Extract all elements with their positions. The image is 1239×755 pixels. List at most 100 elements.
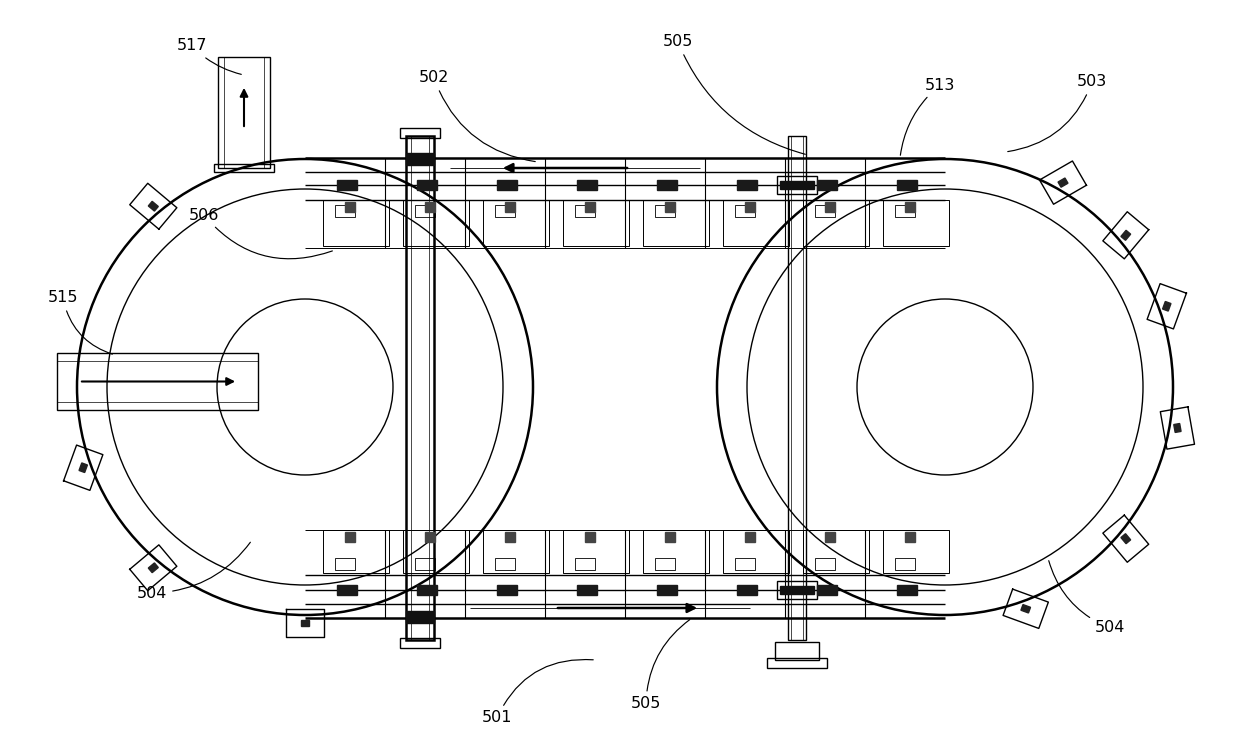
- Bar: [564, 530, 629, 573]
- Text: 517: 517: [177, 39, 242, 74]
- Bar: [643, 530, 709, 573]
- Bar: [657, 585, 676, 595]
- Polygon shape: [1121, 230, 1131, 240]
- Bar: [497, 585, 517, 595]
- Bar: [665, 532, 674, 542]
- Bar: [825, 202, 835, 212]
- Bar: [817, 585, 838, 595]
- Bar: [724, 530, 789, 573]
- Bar: [577, 585, 597, 595]
- Text: 515: 515: [48, 291, 113, 354]
- Bar: [776, 642, 819, 660]
- Bar: [883, 200, 949, 246]
- Polygon shape: [79, 463, 88, 473]
- Bar: [825, 532, 835, 542]
- Text: 502: 502: [419, 70, 535, 162]
- Bar: [817, 180, 838, 190]
- Bar: [803, 530, 869, 573]
- Polygon shape: [1173, 424, 1181, 433]
- Bar: [415, 205, 435, 217]
- Bar: [497, 180, 517, 190]
- Bar: [788, 136, 807, 640]
- Bar: [404, 200, 470, 246]
- Bar: [335, 205, 356, 217]
- Bar: [404, 530, 470, 573]
- Bar: [665, 202, 674, 212]
- Bar: [425, 532, 435, 542]
- Bar: [803, 200, 869, 246]
- Text: 501: 501: [482, 660, 593, 726]
- Bar: [400, 638, 440, 648]
- Bar: [781, 586, 814, 594]
- Bar: [483, 200, 549, 246]
- Polygon shape: [301, 620, 309, 626]
- Bar: [57, 353, 258, 410]
- Bar: [323, 200, 389, 246]
- Text: 504: 504: [1048, 561, 1125, 636]
- Bar: [815, 205, 835, 217]
- Bar: [883, 530, 949, 573]
- Bar: [575, 558, 595, 570]
- Polygon shape: [1058, 178, 1068, 187]
- Bar: [335, 558, 356, 570]
- Bar: [337, 585, 357, 595]
- Bar: [895, 205, 914, 217]
- Bar: [337, 180, 357, 190]
- Bar: [406, 153, 434, 165]
- Bar: [323, 530, 389, 573]
- Bar: [344, 532, 354, 542]
- Bar: [425, 202, 435, 212]
- Bar: [406, 611, 434, 623]
- Text: 504: 504: [136, 542, 250, 600]
- Bar: [767, 658, 826, 668]
- Bar: [737, 585, 757, 595]
- Text: 506: 506: [188, 208, 332, 259]
- Bar: [400, 128, 440, 138]
- Bar: [745, 202, 755, 212]
- Bar: [214, 164, 274, 172]
- Polygon shape: [1121, 534, 1131, 544]
- Bar: [585, 532, 595, 542]
- Bar: [745, 532, 755, 542]
- Bar: [897, 585, 917, 595]
- Polygon shape: [149, 563, 159, 572]
- Bar: [737, 180, 757, 190]
- Bar: [506, 532, 514, 542]
- Bar: [564, 200, 629, 246]
- Bar: [897, 180, 917, 190]
- Bar: [496, 558, 515, 570]
- Bar: [415, 558, 435, 570]
- Bar: [655, 558, 675, 570]
- Bar: [218, 57, 270, 168]
- Bar: [735, 558, 755, 570]
- Bar: [577, 180, 597, 190]
- Text: 513: 513: [901, 78, 955, 156]
- Bar: [904, 532, 914, 542]
- Bar: [418, 585, 437, 595]
- Bar: [483, 530, 549, 573]
- Bar: [777, 581, 817, 599]
- Bar: [575, 205, 595, 217]
- Bar: [655, 205, 675, 217]
- Polygon shape: [1021, 605, 1031, 613]
- Polygon shape: [1162, 301, 1171, 311]
- Bar: [643, 200, 709, 246]
- Bar: [781, 181, 814, 189]
- Bar: [904, 202, 914, 212]
- Bar: [585, 202, 595, 212]
- Bar: [496, 205, 515, 217]
- Bar: [344, 202, 354, 212]
- Bar: [895, 558, 914, 570]
- Bar: [406, 136, 434, 640]
- Bar: [777, 176, 817, 194]
- Text: 503: 503: [1007, 75, 1108, 152]
- Bar: [418, 180, 437, 190]
- Polygon shape: [149, 202, 159, 211]
- Bar: [815, 558, 835, 570]
- Bar: [506, 202, 514, 212]
- Bar: [724, 200, 789, 246]
- Text: 505: 505: [663, 35, 805, 154]
- Bar: [657, 180, 676, 190]
- Text: 505: 505: [631, 620, 690, 711]
- Bar: [735, 205, 755, 217]
